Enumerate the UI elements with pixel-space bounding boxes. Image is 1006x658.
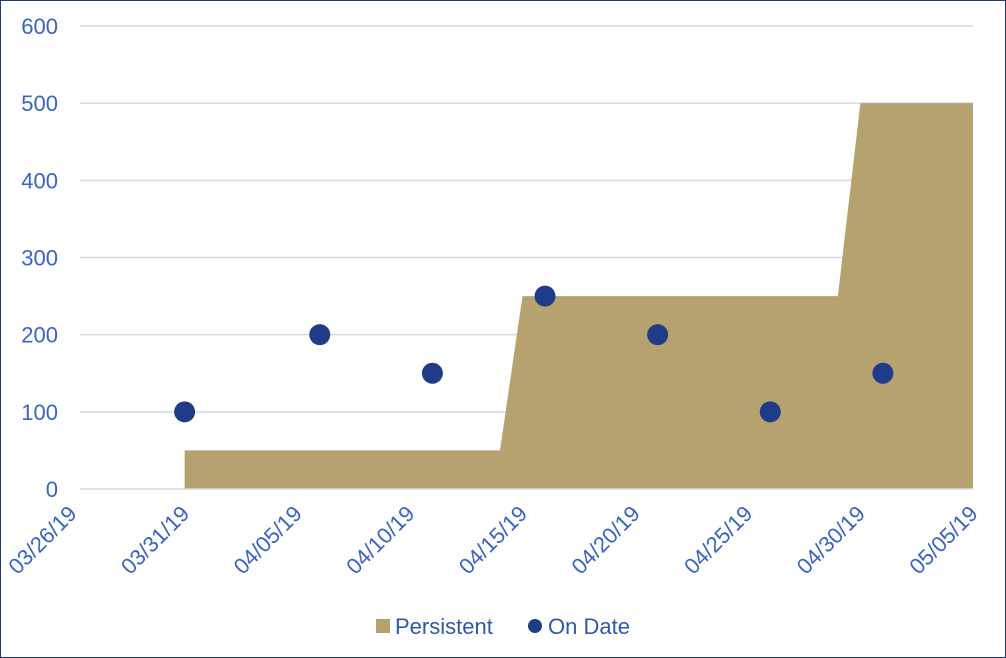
persistent-area-shape [184, 103, 973, 490]
y-tick-label: 600 [21, 14, 58, 39]
y-axis-ticks: 0 100 200 300 400 500 600 [21, 14, 58, 502]
y-tick-label: 0 [46, 477, 58, 502]
on-date-point [421, 362, 443, 384]
y-tick-label: 100 [21, 400, 58, 425]
y-tick-label: 300 [21, 246, 58, 271]
on-date-point [759, 401, 781, 423]
x-tick-label: 04/20/19 [566, 501, 644, 579]
x-tick-label: 03/31/19 [116, 501, 194, 579]
on-date-point [647, 324, 669, 346]
on-date-point [534, 285, 556, 307]
legend-swatch-on-date [528, 619, 542, 633]
persistent-area [184, 103, 973, 490]
x-tick-label: 05/05/19 [904, 501, 982, 579]
x-tick-label: 04/30/19 [792, 501, 870, 579]
x-tick-label: 04/15/19 [454, 501, 532, 579]
legend-swatch-persistent [376, 619, 390, 633]
on-date-point [309, 324, 331, 346]
on-date-points [174, 285, 894, 423]
y-tick-label: 200 [21, 323, 58, 348]
x-tick-label: 04/25/19 [679, 501, 757, 579]
x-tick-label: 04/05/19 [229, 501, 307, 579]
legend: Persistent On Date [376, 614, 630, 639]
x-tick-label: 04/10/19 [341, 501, 419, 579]
x-axis-ticks: 03/26/19 03/31/19 04/05/19 04/10/19 04/15/19… [3, 501, 982, 579]
y-tick-label: 500 [21, 91, 58, 116]
on-date-point [174, 401, 196, 423]
on-date-point [872, 362, 894, 384]
x-tick-label: 03/26/19 [3, 501, 81, 579]
legend-label-persistent: Persistent [395, 614, 493, 639]
legend-label-on-date: On Date [548, 614, 630, 639]
y-tick-label: 400 [21, 168, 58, 193]
